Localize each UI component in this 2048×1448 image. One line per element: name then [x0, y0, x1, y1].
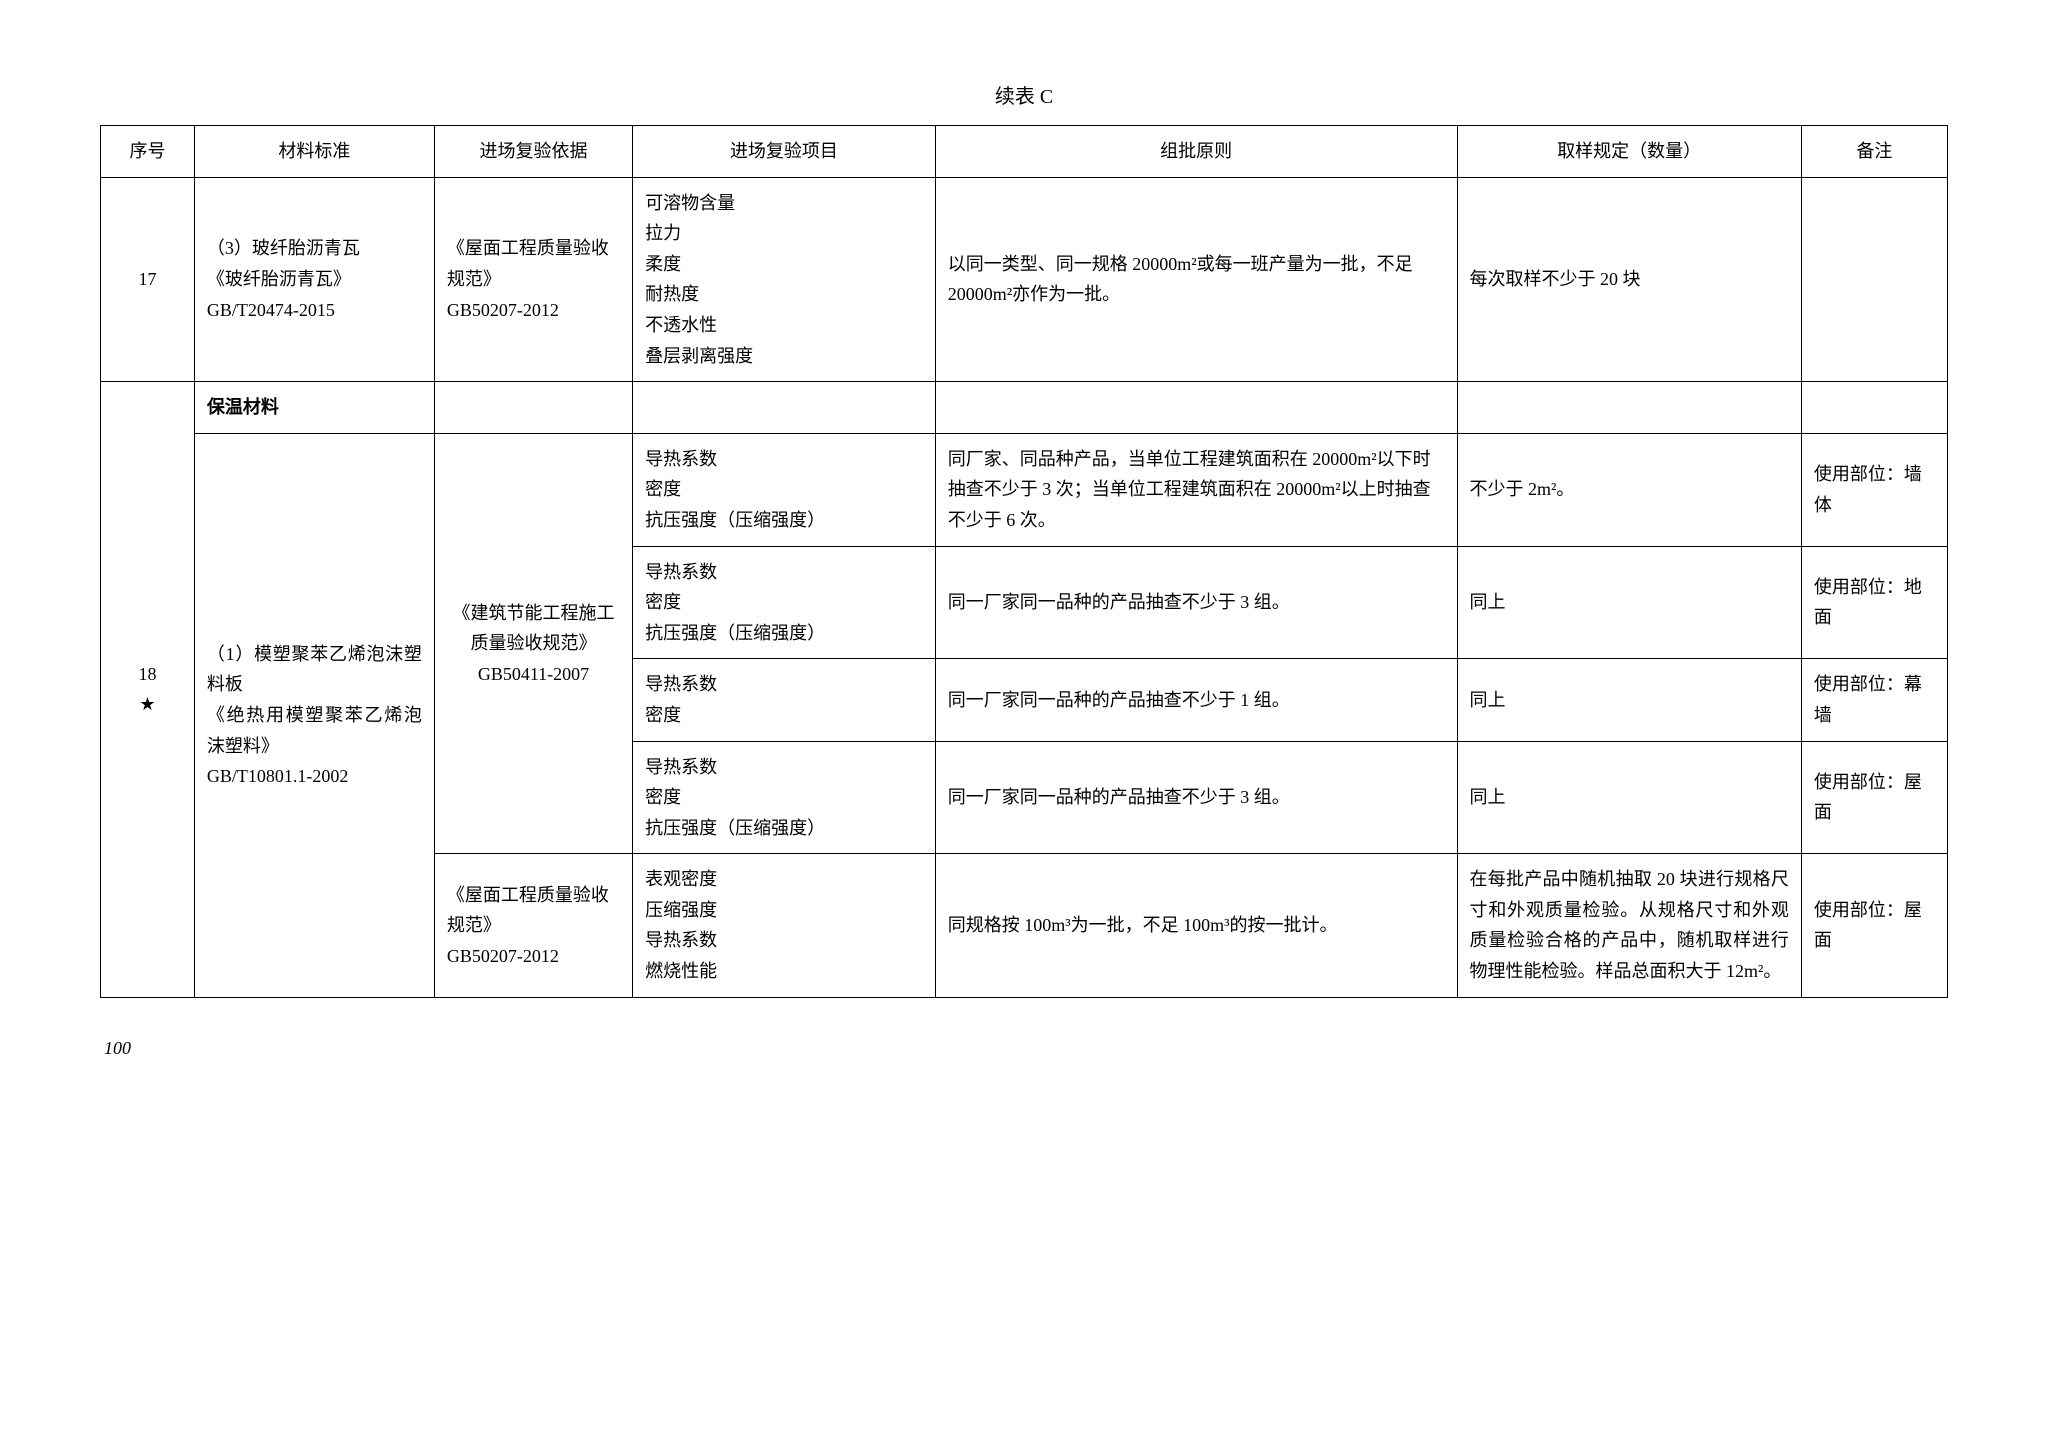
cell-seq: 17 — [101, 177, 195, 382]
table-caption: 续表 C — [100, 80, 1948, 109]
cell-basis: 《屋面工程质量验收规范》 GB50207-2012 — [434, 854, 632, 997]
cell-batch: 同一厂家同一品种的产品抽查不少于 3 组。 — [935, 741, 1457, 854]
cell-sample: 在每批产品中随机抽取 20 块进行规格尺寸和外观质量检验。从规格尺寸和外观质量检… — [1457, 854, 1801, 997]
col-remark: 备注 — [1801, 126, 1947, 178]
cell-remark — [1801, 177, 1947, 382]
cell-sample: 不少于 2m²。 — [1457, 433, 1801, 546]
empty-cell — [633, 382, 936, 434]
col-sample: 取样规定（数量） — [1457, 126, 1801, 178]
cell-remark: 使用部位：幕墙 — [1801, 659, 1947, 741]
cell-sample: 每次取样不少于 20 块 — [1457, 177, 1801, 382]
cell-batch: 同一厂家同一品种的产品抽查不少于 3 组。 — [935, 546, 1457, 659]
col-basis: 进场复验依据 — [434, 126, 632, 178]
cell-std: （3）玻纤胎沥青瓦 《玻纤胎沥青瓦》 GB/T20474-2015 — [194, 177, 434, 382]
cell-items: 表观密度 压缩强度 导热系数 燃烧性能 — [633, 854, 936, 997]
cell-sample: 同上 — [1457, 741, 1801, 854]
cell-items: 可溶物含量 拉力 柔度 耐热度 不透水性 叠层剥离强度 — [633, 177, 936, 382]
cell-items: 导热系数 密度 抗压强度（压缩强度） — [633, 433, 936, 546]
table-row: 17 （3）玻纤胎沥青瓦 《玻纤胎沥青瓦》 GB/T20474-2015 《屋面… — [101, 177, 1948, 382]
cell-basis: 《屋面工程质量验收规范》 GB50207-2012 — [434, 177, 632, 382]
col-std: 材料标准 — [194, 126, 434, 178]
cell-batch: 以同一类型、同一规格 20000m²或每一班产量为一批，不足 20000m²亦作… — [935, 177, 1457, 382]
cell-sample: 同上 — [1457, 659, 1801, 741]
cell-batch: 同规格按 100m³为一批，不足 100m³的按一批计。 — [935, 854, 1457, 997]
cell-remark: 使用部位：地面 — [1801, 546, 1947, 659]
cell-batch: 同厂家、同品种产品，当单位工程建筑面积在 20000m²以下时抽查不少于 3 次… — [935, 433, 1457, 546]
cell-items: 导热系数 密度 — [633, 659, 936, 741]
cell-remark: 使用部位：屋面 — [1801, 741, 1947, 854]
col-batch: 组批原则 — [935, 126, 1457, 178]
table-header-row: 序号 材料标准 进场复验依据 进场复验项目 组批原则 取样规定（数量） 备注 — [101, 126, 1948, 178]
empty-cell — [935, 382, 1457, 434]
cell-batch: 同一厂家同一品种的产品抽查不少于 1 组。 — [935, 659, 1457, 741]
table-row: （1）模塑聚苯乙烯泡沫塑料板 《绝热用模塑聚苯乙烯泡沫塑料》 GB/T10801… — [101, 433, 1948, 546]
empty-cell — [1801, 382, 1947, 434]
section-title: 保温材料 — [194, 382, 434, 434]
cell-std: （1）模塑聚苯乙烯泡沫塑料板 《绝热用模塑聚苯乙烯泡沫塑料》 GB/T10801… — [194, 433, 434, 997]
col-items: 进场复验项目 — [633, 126, 936, 178]
cell-remark: 使用部位：墙体 — [1801, 433, 1947, 546]
cell-items: 导热系数 密度 抗压强度（压缩强度） — [633, 546, 936, 659]
empty-cell — [434, 382, 632, 434]
page-number: 100 — [104, 1038, 1948, 1059]
spec-table: 序号 材料标准 进场复验依据 进场复验项目 组批原则 取样规定（数量） 备注 1… — [100, 125, 1948, 998]
empty-cell — [1457, 382, 1801, 434]
cell-items: 导热系数 密度 抗压强度（压缩强度） — [633, 741, 936, 854]
table-section-row: 18 ★ 保温材料 — [101, 382, 1948, 434]
cell-basis: 《建筑节能工程施工质量验收规范》 GB50411-2007 — [434, 433, 632, 854]
cell-remark: 使用部位：屋面 — [1801, 854, 1947, 997]
col-seq: 序号 — [101, 126, 195, 178]
cell-sample: 同上 — [1457, 546, 1801, 659]
cell-seq: 18 ★ — [101, 382, 195, 998]
